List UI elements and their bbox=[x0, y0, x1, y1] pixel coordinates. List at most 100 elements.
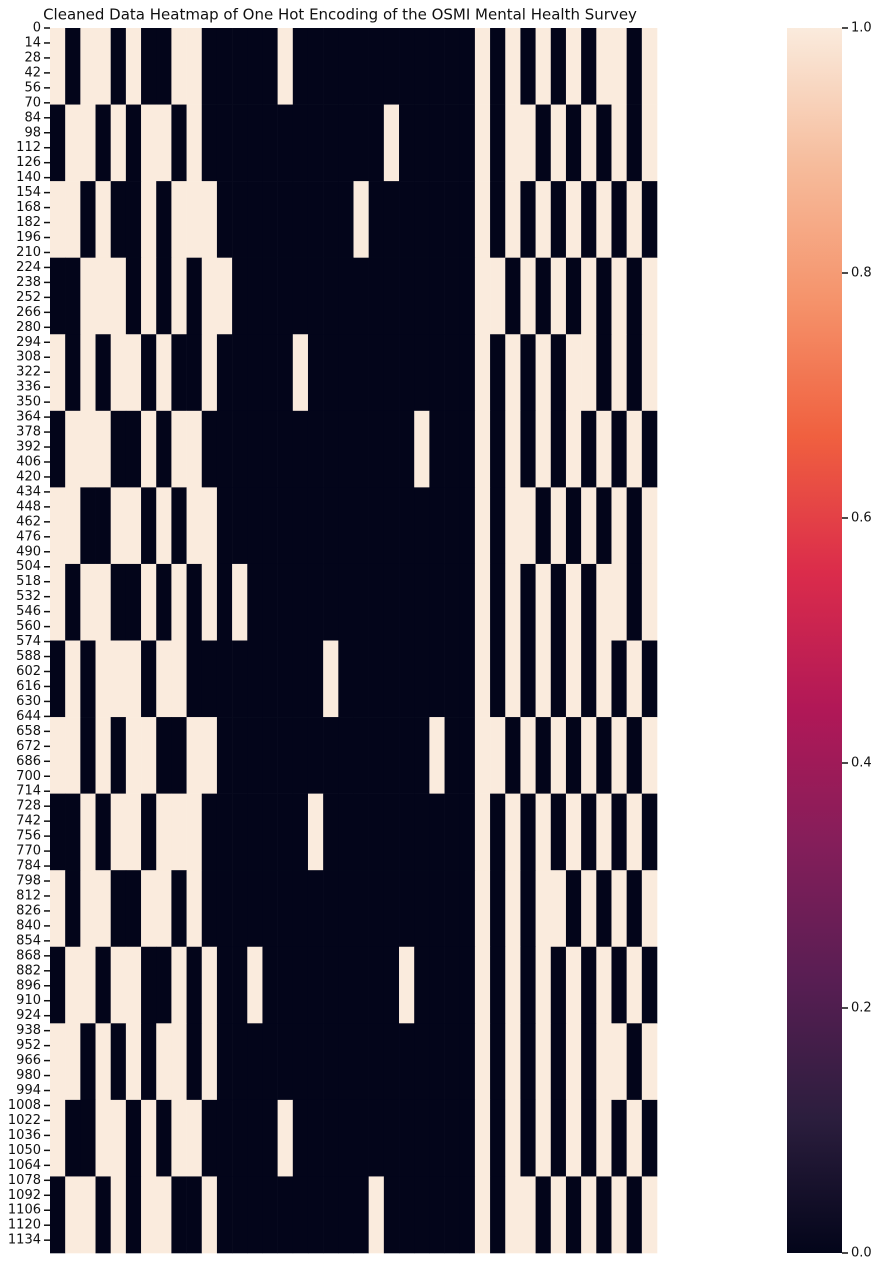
heatmap-cell bbox=[399, 640, 415, 718]
heatmap-cell bbox=[520, 257, 536, 335]
heatmap-cell bbox=[414, 946, 430, 1024]
heatmap-cell bbox=[414, 257, 430, 335]
heatmap-cell bbox=[277, 28, 294, 105]
heatmap-cell bbox=[383, 717, 400, 794]
y-tick-label: 308 bbox=[16, 350, 41, 365]
heatmap-cell bbox=[186, 257, 203, 335]
heatmap-cell bbox=[80, 257, 96, 335]
heatmap-cell bbox=[95, 104, 111, 182]
y-tick-label: 1050 bbox=[8, 1143, 41, 1158]
heatmap-cell bbox=[399, 1176, 415, 1254]
heatmap-cell bbox=[565, 487, 582, 565]
colorbar-tick-label: 1.0 bbox=[851, 21, 872, 36]
heatmap-cell bbox=[307, 104, 324, 182]
heatmap-cell bbox=[520, 717, 536, 794]
heatmap-cell bbox=[141, 640, 157, 718]
heatmap-cell bbox=[247, 640, 263, 718]
heatmap-cell bbox=[262, 28, 278, 105]
heatmap-cell bbox=[95, 563, 111, 641]
y-tick-label: 672 bbox=[16, 739, 41, 754]
heatmap-cell bbox=[565, 334, 582, 412]
y-tick-label: 224 bbox=[16, 260, 41, 275]
heatmap-cell bbox=[581, 334, 597, 412]
heatmap-cell bbox=[247, 28, 263, 105]
heatmap-cell bbox=[474, 946, 491, 1024]
heatmap-cell bbox=[505, 793, 521, 871]
heatmap-cell bbox=[80, 1099, 96, 1177]
heatmap-cell bbox=[156, 1099, 172, 1177]
heatmap-cell bbox=[141, 793, 157, 871]
heatmap-cell bbox=[414, 487, 430, 565]
heatmap-cell bbox=[444, 104, 461, 182]
y-tick-label: 336 bbox=[16, 380, 41, 395]
heatmap-cell bbox=[262, 257, 278, 335]
heatmap-cell bbox=[474, 334, 491, 412]
heatmap-cell bbox=[535, 946, 552, 1024]
heatmap-cell bbox=[383, 181, 400, 258]
heatmap-cell bbox=[171, 563, 187, 641]
heatmap-cell bbox=[520, 1023, 536, 1101]
y-tick-label: 434 bbox=[16, 484, 41, 499]
heatmap-cell bbox=[110, 1099, 127, 1177]
heatmap-cell bbox=[247, 104, 263, 182]
heatmap-cell bbox=[307, 257, 324, 335]
heatmap-cell bbox=[216, 640, 233, 718]
heatmap-cell bbox=[323, 870, 339, 948]
heatmap-cell bbox=[323, 717, 339, 794]
y-tick-label: 574 bbox=[16, 634, 41, 649]
heatmap-cell bbox=[262, 487, 278, 565]
y-tick-label: 686 bbox=[16, 754, 41, 769]
heatmap-cell bbox=[474, 104, 491, 182]
heatmap-cell bbox=[596, 28, 612, 105]
heatmap-cell bbox=[141, 104, 157, 182]
heatmap-cell bbox=[201, 1023, 218, 1101]
heatmap-cell bbox=[323, 410, 339, 488]
heatmap-cell bbox=[565, 28, 582, 105]
heatmap-cell bbox=[125, 946, 142, 1024]
heatmap-cell bbox=[186, 563, 203, 641]
heatmap-cell bbox=[459, 1176, 476, 1254]
heatmap-cell bbox=[429, 410, 445, 488]
heatmap-cell bbox=[611, 1099, 627, 1177]
heatmap-cell bbox=[353, 870, 369, 948]
heatmap-cell bbox=[201, 104, 218, 182]
heatmap-cell bbox=[156, 717, 172, 794]
heatmap-cell bbox=[641, 257, 658, 335]
heatmap-cell bbox=[581, 410, 597, 488]
heatmap-cell bbox=[520, 181, 536, 258]
heatmap-cell bbox=[323, 104, 339, 182]
heatmap-cell bbox=[125, 563, 142, 641]
heatmap-cell bbox=[490, 946, 506, 1024]
heatmap-cell bbox=[141, 334, 157, 412]
heatmap-cell bbox=[459, 28, 476, 105]
heatmap-cell bbox=[611, 181, 627, 258]
heatmap-cell bbox=[429, 946, 445, 1024]
heatmap-cell bbox=[565, 1023, 582, 1101]
heatmap-cell bbox=[490, 410, 506, 488]
heatmap-cell bbox=[626, 563, 643, 641]
heatmap-cell bbox=[323, 793, 339, 871]
heatmap-cell bbox=[383, 640, 400, 718]
heatmap-cell bbox=[414, 334, 430, 412]
heatmap-cell bbox=[368, 104, 385, 182]
heatmap-cell bbox=[459, 104, 476, 182]
heatmap-cell bbox=[95, 181, 111, 258]
y-tick-label: 588 bbox=[16, 649, 41, 664]
heatmap-cell bbox=[641, 1023, 658, 1101]
heatmap-cell bbox=[232, 717, 248, 794]
heatmap-cell bbox=[414, 28, 430, 105]
heatmap-cell bbox=[156, 870, 172, 948]
heatmap-cell bbox=[125, 1099, 142, 1177]
heatmap-cell bbox=[626, 181, 643, 258]
y-tick-label: 238 bbox=[16, 275, 41, 290]
heatmap-cell bbox=[65, 1023, 81, 1101]
y-tick-label: 602 bbox=[16, 664, 41, 679]
y-tick-label: 658 bbox=[16, 724, 41, 739]
heatmap-cell bbox=[50, 1023, 66, 1101]
heatmap-cell bbox=[459, 487, 476, 565]
heatmap-cell bbox=[65, 334, 81, 412]
heatmap-cell bbox=[171, 1023, 187, 1101]
y-tick-label: 644 bbox=[16, 709, 41, 724]
heatmap-cell bbox=[399, 946, 415, 1024]
heatmap-cell bbox=[50, 257, 66, 335]
